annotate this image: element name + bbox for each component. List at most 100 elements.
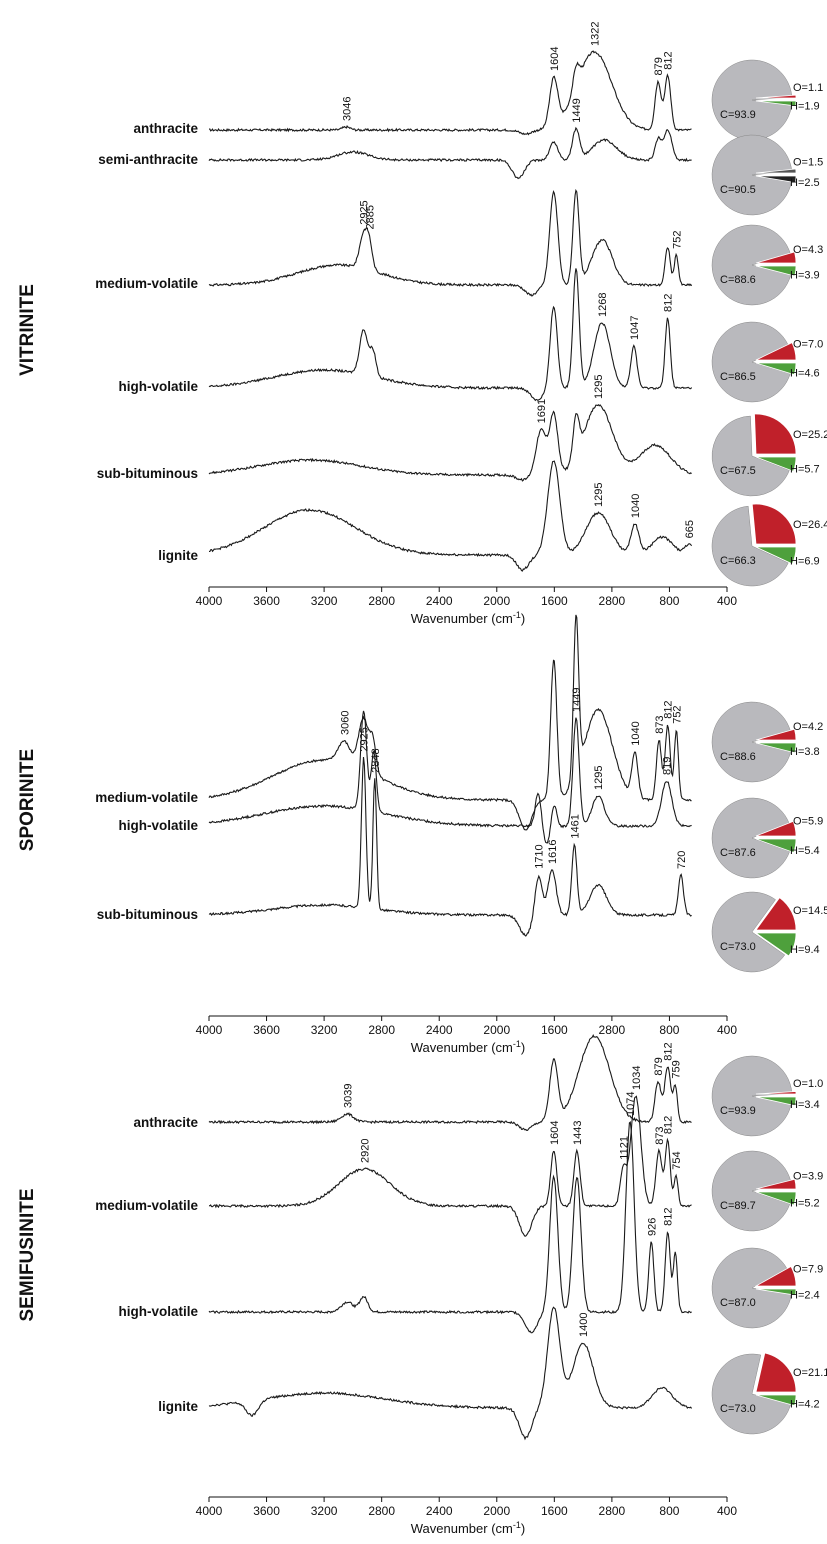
pie-label-hydrogen: H=1.9 [790,101,820,113]
pie-slice-hydrogen [755,1288,797,1296]
peak-label: 759 [670,1060,682,1078]
pie-slice-oxygen [754,1265,797,1287]
x-tick-label: 1600 [541,1504,568,1518]
pie-slice-hydrogen [755,362,797,376]
x-tick-label: 800 [659,594,679,608]
composition-pie: C=87.6 O=5.9 H=5.4 [711,797,823,879]
composition-pie: C=73.0 O=14.5 H=9.4 [711,891,827,973]
x-tick-label: 3600 [253,594,280,608]
pie-slice-carbon [711,701,792,783]
pie-label-carbon: C=88.6 [720,751,756,763]
series-line-lignite [209,460,693,572]
pie-slice-hydrogen [755,456,797,472]
composition-pie: C=88.6 O=4.2 H=3.8 [711,701,823,783]
series-label: high-volatile [118,1304,198,1319]
pie-label-carbon: C=66.3 [720,555,756,567]
pie-slice-hydrogen [755,1394,797,1407]
pie-slice-oxygen [755,94,797,99]
peak-label: 3060 [339,711,351,735]
composition-pie: C=67.5 O=25.2 H=5.7 [711,413,827,497]
peak-label: 879 [653,1057,665,1075]
series-line-sub-bituminous [208,756,692,937]
x-tick-label: 800 [659,1023,679,1037]
peak-label: 812 [663,1116,675,1134]
pie-slice-carbon [711,891,786,973]
peak-label: 1040 [630,721,642,745]
pie-slice-hydrogen [755,546,797,565]
peak-label: 3039 [342,1084,354,1108]
x-tick-label: 1600 [541,1023,568,1037]
pie-slice-oxygen [754,413,797,455]
pie-label-hydrogen: H=5.7 [790,463,820,475]
pie-label-hydrogen: H=6.9 [790,555,820,567]
pie-slice-hydrogen [755,1096,797,1107]
pie-label-hydrogen: H=2.4 [790,1289,820,1301]
series-line-anthracite [208,1034,692,1131]
composition-pie: C=90.5 O=1.5 H=2.5 [711,134,823,216]
series-label: high-volatile [118,379,198,394]
pie-label-carbon: C=87.0 [720,1297,756,1309]
peak-label: 2920 [359,1139,371,1163]
pie-slice-carbon [711,1353,791,1435]
pie-slice-oxygen [755,251,797,264]
pie-slice-carbon [711,134,793,216]
peak-label: 752 [671,231,683,249]
peak-label: 1268 [597,293,609,317]
composition-pie: C=73.0 O=21.1 H=4.2 [711,1352,827,1435]
x-tick-label: 2800 [599,594,626,608]
pie-label-oxygen: O=4.2 [793,721,823,733]
pie-slice-hydrogen [755,100,797,107]
peak-label: 2848 [370,748,382,772]
peak-label: 1604 [549,47,561,71]
peak-label: 2925 [359,727,371,751]
x-tick-label: 3600 [253,1504,280,1518]
x-tick-label: 400 [717,1504,737,1518]
panel-title: VITRINITE [17,284,38,376]
pie-label-carbon: C=67.5 [720,465,756,477]
composition-pie: C=88.6 O=4.3 H=3.9 [711,224,823,306]
composition-pie: C=86.5 O=7.0 H=4.6 [711,321,823,403]
pie-slice-carbon [711,321,791,403]
x-tick-label: 2400 [426,1023,453,1037]
pie-slice-carbon [711,224,792,306]
series-label: medium-volatile [95,790,198,805]
x-tick-label: 2800 [599,1023,626,1037]
x-tick-label: 400 [717,594,737,608]
series-line-medium-volatile [208,188,693,297]
peak-label: 1074 [625,1092,637,1116]
series-line-high-volatile [208,268,693,402]
x-tick-label: 2000 [483,594,510,608]
x-tick-label: 800 [659,1504,679,1518]
composition-pie: C=89.7 O=3.9 H=5.2 [711,1150,823,1232]
pie-label-hydrogen: H=3.4 [790,1099,820,1111]
x-axis-label-sup: -1 [513,1520,521,1530]
x-tick-label: 2400 [426,1504,453,1518]
x-tick-label: 1600 [541,594,568,608]
pie-label-oxygen: O=21.1 [793,1367,827,1379]
x-tick-label: 2400 [426,594,453,608]
pie-label-oxygen: O=7.0 [793,339,823,351]
peak-label: 1295 [593,483,605,507]
peak-label: 720 [676,851,688,869]
pie-label-carbon: C=73.0 [720,941,756,953]
pie-slice-oxygen [755,1091,797,1095]
pie-slice-hydrogen [755,742,797,754]
composition-pie: C=66.3 O=26.4 H=6.9 [711,503,827,587]
series-label: medium-volatile [95,276,198,291]
x-axis-label-text: Wavenumber (cm [411,1040,513,1055]
series-line-semi-anthracite [208,126,692,180]
x-axis-label: Wavenumber (cm-1) [411,1520,525,1536]
pie-slice-hydrogen [755,1191,797,1206]
peak-label: 812 [663,1208,675,1226]
peak-label: 1449 [571,98,583,122]
pie-slice-carbon [711,1055,793,1137]
x-axis-label-end: ) [521,1521,525,1536]
x-tick-label: 2800 [368,1504,395,1518]
pie-slice-oxygen [755,820,797,837]
pie-slice-oxygen [755,1352,797,1393]
series-label: semi-anthracite [98,152,198,167]
series-line-high-volatile [208,1120,692,1334]
peak-label: 819 [662,757,674,775]
pie-label-carbon: C=93.9 [720,109,756,121]
series-line-lignite [208,1306,693,1441]
